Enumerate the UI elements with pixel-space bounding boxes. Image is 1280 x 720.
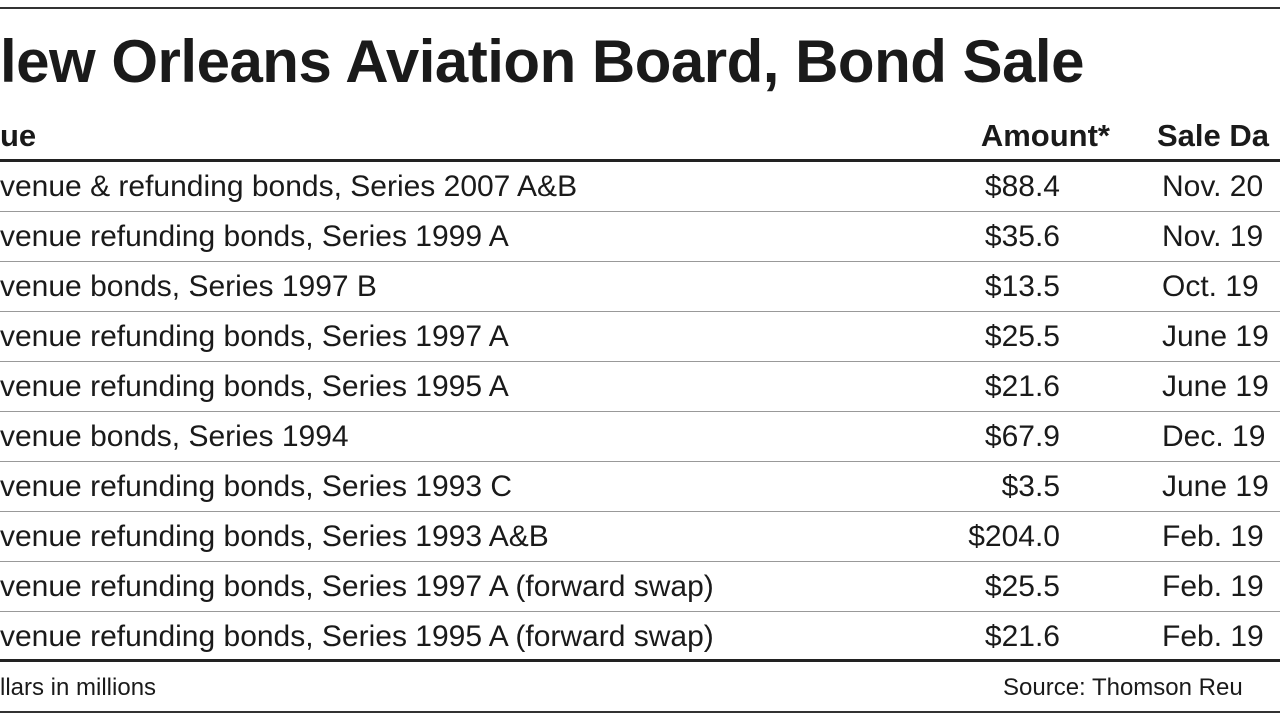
table-row: venue refunding bonds, Series 1997 A (fo… bbox=[0, 562, 1280, 612]
table-row: venue refunding bonds, Series 1993 A&B $2… bbox=[0, 512, 1280, 562]
amount-cell: $35.6 bbox=[984, 220, 1060, 253]
top-border bbox=[0, 7, 1280, 9]
issue-cell: venue refunding bonds, Series 1993 C bbox=[0, 470, 513, 503]
source: Source: Thomson Reu bbox=[1003, 674, 1243, 701]
row-divider bbox=[0, 261, 1280, 262]
issue-cell: venue refunding bonds, Series 1999 A bbox=[0, 220, 509, 253]
amount-cell: $3.5 bbox=[1001, 470, 1060, 503]
sale-date-cell: Nov. 20 bbox=[1162, 170, 1264, 203]
title: lew Orleans Aviation Board, Bond Sale bbox=[0, 28, 1084, 95]
sale-date-cell: June 19 bbox=[1162, 320, 1269, 353]
sale-date-cell: Dec. 19 bbox=[1162, 420, 1266, 453]
row-divider bbox=[0, 411, 1280, 412]
header-issue: ue bbox=[0, 118, 37, 153]
issue-cell: venue bonds, Series 1997 B bbox=[0, 270, 377, 303]
amount-cell: $21.6 bbox=[984, 620, 1060, 653]
row-divider bbox=[0, 511, 1280, 512]
sale-date-cell: Nov. 19 bbox=[1162, 220, 1264, 253]
issue-cell: venue & refunding bonds, Series 2007 A&B bbox=[0, 170, 578, 203]
table-row: venue refunding bonds, Series 1995 A (fo… bbox=[0, 612, 1280, 662]
amount-cell: $13.5 bbox=[984, 270, 1060, 303]
header-amount: Amount* bbox=[980, 118, 1110, 153]
row-divider bbox=[0, 611, 1280, 612]
sale-date-cell: Feb. 19 bbox=[1162, 620, 1264, 653]
bottom-border bbox=[0, 711, 1280, 713]
table-row: venue refunding bonds, Series 1997 A $25.… bbox=[0, 312, 1280, 362]
amount-cell: $25.5 bbox=[984, 570, 1060, 603]
header-rule bbox=[0, 159, 1280, 162]
sale-date-cell: June 19 bbox=[1162, 470, 1269, 503]
amount-cell: $88.4 bbox=[984, 170, 1060, 203]
amount-cell: $204.0 bbox=[968, 520, 1060, 553]
amount-cell: $21.6 bbox=[984, 370, 1060, 403]
issue-cell: venue refunding bonds, Series 1997 A (fo… bbox=[0, 570, 714, 603]
table-row: venue refunding bonds, Series 1995 A $21.… bbox=[0, 362, 1280, 412]
table-row: venue & refunding bonds, Series 2007 A&B… bbox=[0, 162, 1280, 212]
issue-cell: venue refunding bonds, Series 1993 A&B bbox=[0, 520, 549, 553]
row-divider bbox=[0, 561, 1280, 562]
row-divider bbox=[0, 211, 1280, 212]
table-row: venue refunding bonds, Series 1993 C $3.5… bbox=[0, 462, 1280, 512]
issue-cell: venue bonds, Series 1994 bbox=[0, 420, 349, 453]
amount-cell: $25.5 bbox=[984, 320, 1060, 353]
footnote: llars in millions bbox=[0, 674, 157, 701]
table-row: venue bonds, Series 1994 $67.9 Dec. 19 bbox=[0, 412, 1280, 462]
table-row: venue refunding bonds, Series 1999 A $35.… bbox=[0, 212, 1280, 262]
header-date: Sale Da bbox=[1157, 118, 1270, 153]
sale-date-cell: June 19 bbox=[1162, 370, 1269, 403]
row-divider bbox=[0, 461, 1280, 462]
bottom-rule bbox=[0, 659, 1280, 662]
sale-date-cell: Feb. 19 bbox=[1162, 570, 1264, 603]
amount-cell: $67.9 bbox=[984, 420, 1060, 453]
row-divider bbox=[0, 311, 1280, 312]
issue-cell: venue refunding bonds, Series 1995 A bbox=[0, 370, 509, 403]
issue-cell: venue refunding bonds, Series 1997 A bbox=[0, 320, 509, 353]
sale-date-cell: Feb. 19 bbox=[1162, 520, 1264, 553]
sale-date-cell: Oct. 19 bbox=[1162, 270, 1259, 303]
table-row: venue bonds, Series 1997 B $13.5 Oct. 19 bbox=[0, 262, 1280, 312]
issue-cell: venue refunding bonds, Series 1995 A (fo… bbox=[0, 620, 714, 653]
row-divider bbox=[0, 361, 1280, 362]
